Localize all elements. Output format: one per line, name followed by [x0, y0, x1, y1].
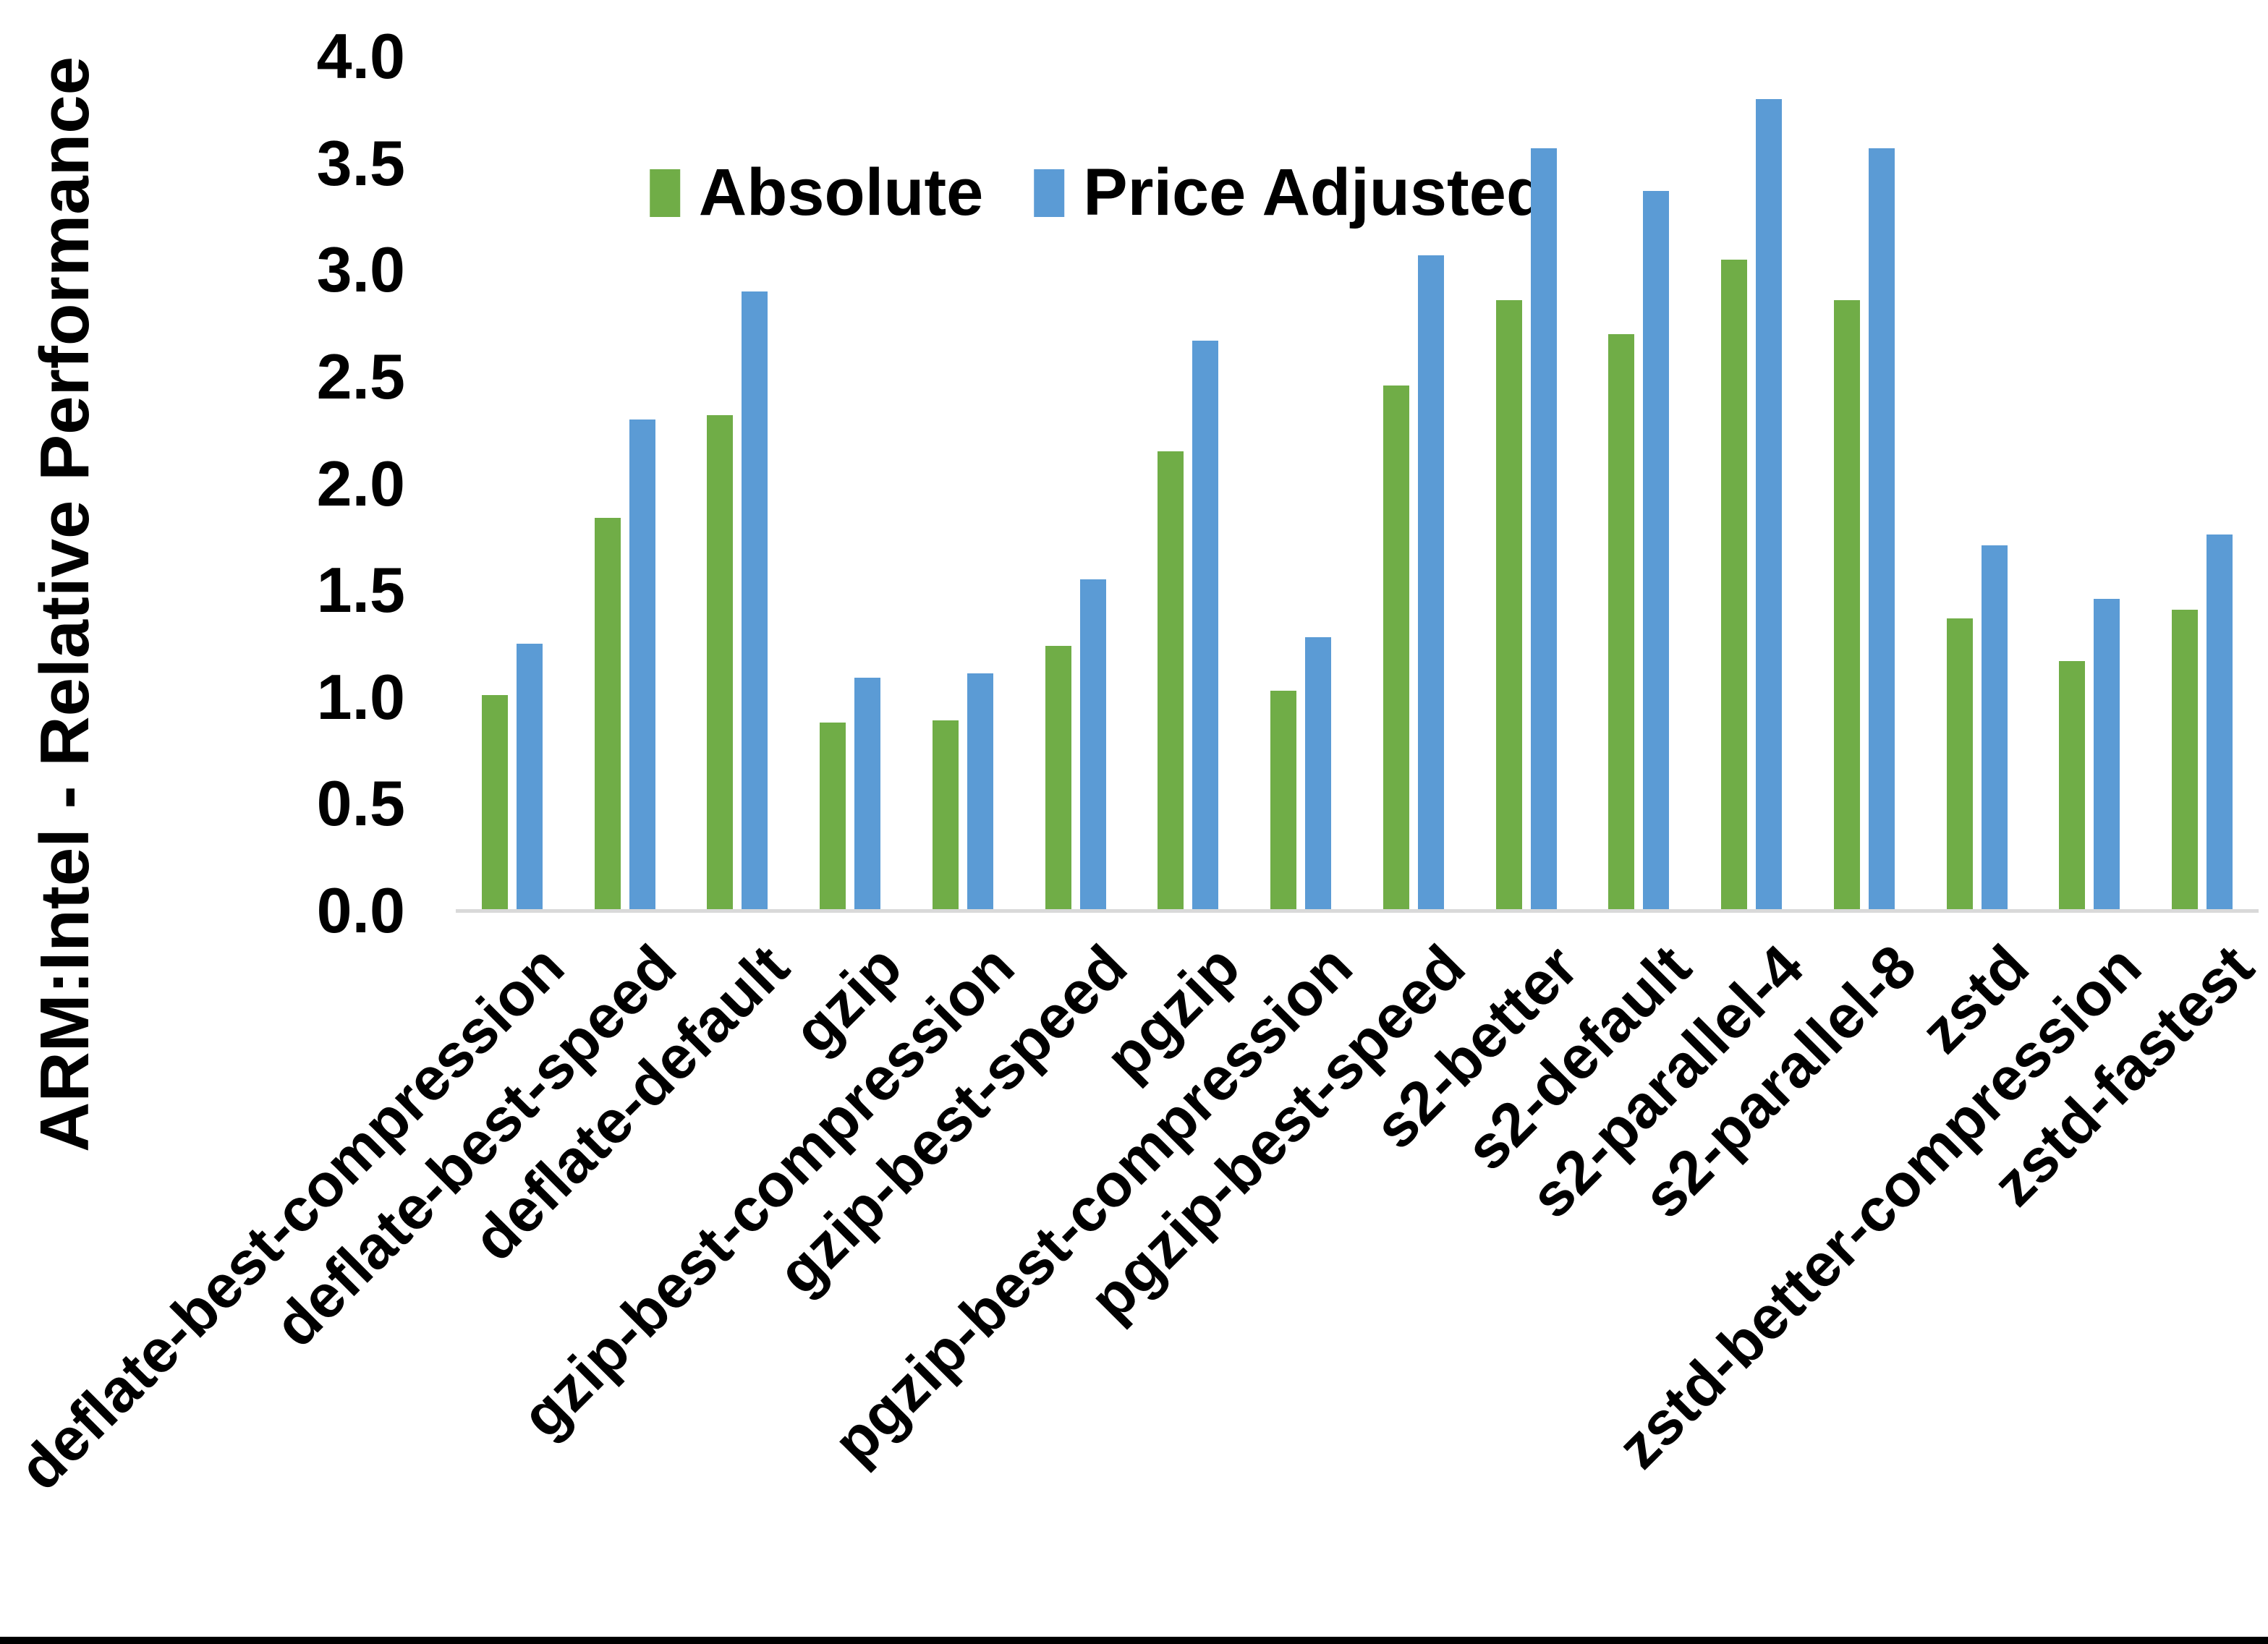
- bar-group-pgzip-best-compression: [1244, 56, 1357, 911]
- bar-absolute-s2-better: [1495, 299, 1522, 911]
- bar-absolute-gzip-best-compression: [932, 720, 959, 911]
- legend-item-price-adjusted: Price Adjusted: [1034, 155, 1547, 231]
- y-tick-label: 2.5: [316, 340, 405, 412]
- y-tick-label: 4.0: [316, 20, 405, 92]
- bar-absolute-gzip-best-speed: [1045, 645, 1071, 911]
- bar-price-adjusted-zstd-fastest: [2207, 534, 2233, 911]
- bar-group-gzip-best-compression: [906, 56, 1019, 911]
- plot-area: [456, 56, 2259, 911]
- bar-group-s2-default: [1583, 56, 1696, 911]
- bar-group-zstd-fastest: [2146, 56, 2259, 911]
- bar-group-zstd: [1921, 56, 2034, 911]
- bar-price-adjusted-s2-default: [1643, 191, 1670, 911]
- bar-price-adjusted-pgzip-best-speed: [1417, 255, 1444, 911]
- bar-absolute-s2-default: [1608, 333, 1635, 911]
- bar-absolute-s2-parallel-4: [1721, 259, 1748, 911]
- legend-label-absolute: Absolute: [698, 156, 984, 229]
- bar-price-adjusted-gzip-best-speed: [1079, 579, 1106, 911]
- bar-group-deflate-best-compression: [456, 56, 569, 911]
- bar-absolute-deflate-best-speed: [594, 517, 621, 911]
- bar-group-pgzip: [1132, 56, 1245, 911]
- bar-group-zstd-better-compression: [2034, 56, 2146, 911]
- y-tick-label: 3.0: [316, 234, 405, 306]
- bar-price-adjusted-zstd-better-compression: [2094, 598, 2120, 911]
- bar-absolute-gzip: [820, 723, 846, 911]
- bar-group-gzip-best-speed: [1019, 56, 1132, 911]
- bar-absolute-zstd-better-compression: [2059, 660, 2086, 911]
- y-tick-label: 1.0: [316, 660, 405, 733]
- chart-legend: Absolute Price Adjusted: [649, 155, 1547, 231]
- y-tick-label: 0.5: [316, 767, 405, 840]
- bar-price-adjusted-pgzip: [1192, 340, 1219, 911]
- x-axis-line: [456, 909, 2259, 913]
- bar-absolute-deflate-best-compression: [481, 694, 508, 911]
- y-tick-label: 1.5: [316, 554, 405, 626]
- bar-absolute-pgzip: [1158, 451, 1184, 911]
- bar-price-adjusted-pgzip-best-compression: [1305, 637, 1332, 911]
- bar-group-pgzip-best-speed: [1357, 56, 1470, 911]
- bar-absolute-pgzip-best-speed: [1383, 385, 1409, 911]
- bar-price-adjusted-s2-parallel-4: [1756, 99, 1783, 911]
- bar-absolute-s2-parallel-8: [1833, 299, 1860, 911]
- y-tick-label: 0.0: [316, 874, 405, 946]
- legend-swatch-absolute: [649, 169, 680, 217]
- bar-group-deflate-default: [681, 56, 794, 911]
- bar-group-s2-better: [1470, 56, 1583, 911]
- y-axis-title: ARM:Intel - Relative Performance: [26, 56, 103, 1152]
- bar-price-adjusted-deflate-best-compression: [516, 643, 543, 911]
- bar-group-deflate-best-speed: [569, 56, 681, 911]
- y-tick-label: 2.0: [316, 447, 405, 519]
- bar-group-gzip: [794, 56, 906, 911]
- bar-absolute-pgzip-best-compression: [1270, 690, 1297, 911]
- bar-absolute-deflate-default: [707, 415, 734, 911]
- bar-absolute-zstd-fastest: [2172, 609, 2199, 911]
- bar-price-adjusted-deflate-best-speed: [629, 419, 655, 911]
- legend-item-absolute: Absolute: [649, 155, 984, 231]
- bar-group-s2-parallel-8: [1808, 56, 1921, 911]
- bar-group-s2-parallel-4: [1695, 56, 1808, 911]
- bar-price-adjusted-s2-better: [1530, 148, 1557, 911]
- bar-price-adjusted-zstd: [1981, 545, 2008, 911]
- bar-price-adjusted-deflate-default: [742, 291, 768, 911]
- bar-price-adjusted-s2-parallel-8: [1868, 148, 1895, 911]
- bottom-border: [0, 1637, 2268, 1644]
- legend-label-price-adjusted: Price Adjusted: [1083, 156, 1547, 229]
- bar-price-adjusted-gzip: [854, 678, 881, 911]
- bar-price-adjusted-gzip-best-compression: [967, 673, 993, 911]
- legend-swatch-price-adjusted: [1034, 169, 1065, 217]
- y-tick-label: 3.5: [316, 127, 405, 199]
- bar-absolute-zstd: [1946, 618, 1973, 911]
